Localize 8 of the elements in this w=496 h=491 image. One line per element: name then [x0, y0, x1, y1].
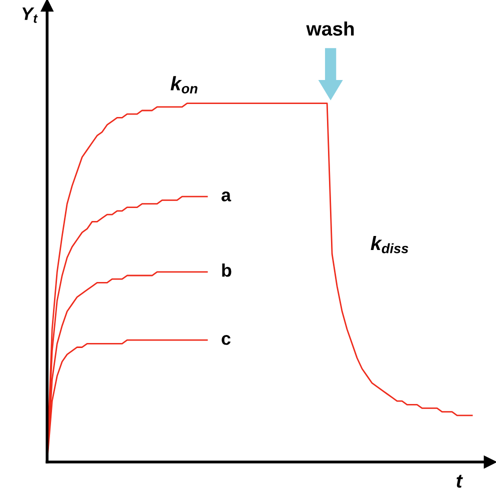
x-axis-title: t	[456, 474, 463, 488]
series-label: a	[222, 192, 232, 202]
series-label: c	[222, 335, 230, 345]
annotation: k$_{diss}$	[370, 236, 408, 254]
text: k$_{on}$	[170, 76, 198, 94]
series-label: b	[222, 264, 232, 277]
y-axis-title: Y$_{t}$	[22, 7, 38, 23]
text: wash	[306, 21, 354, 36]
